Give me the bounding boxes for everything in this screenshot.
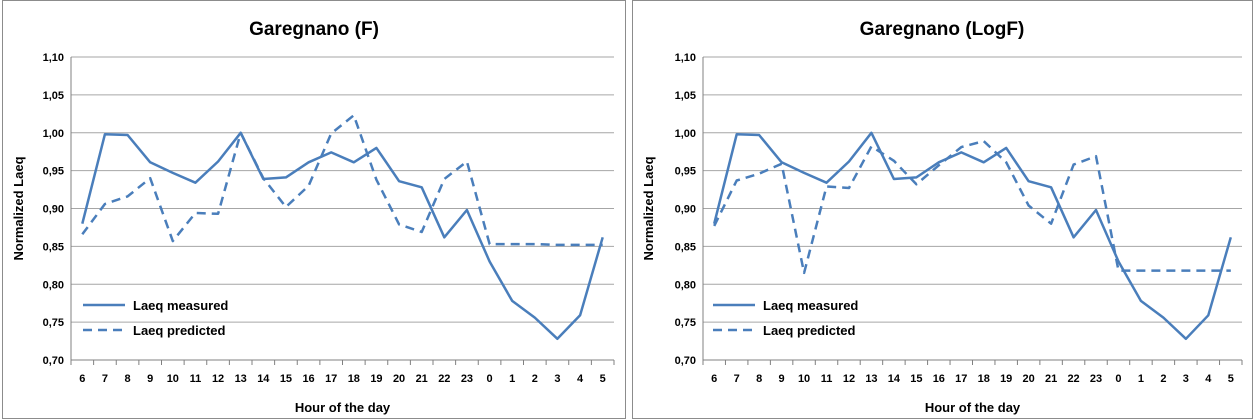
x-tick-label: 2 — [1160, 373, 1166, 385]
y-axis-label: Normalized Laeq — [641, 156, 656, 260]
x-tick-label: 4 — [577, 373, 584, 385]
x-tick-label: 21 — [416, 373, 428, 385]
x-tick-label: 4 — [1205, 373, 1212, 385]
series-line-predicted — [81, 114, 603, 247]
y-tick-label: 0,90 — [43, 204, 64, 216]
y-tick-label: 1,10 — [43, 52, 64, 64]
y-tick-label: 1,05 — [675, 90, 696, 102]
x-tick-label: 12 — [843, 373, 855, 385]
x-tick-label: 19 — [370, 373, 382, 385]
x-tick-label: 6 — [79, 373, 85, 385]
y-tick-label: 0,80 — [675, 279, 696, 291]
y-tick-label: 1,00 — [675, 128, 696, 140]
x-tick-label: 23 — [1090, 373, 1102, 385]
y-tick-label: 0,75 — [675, 317, 696, 329]
x-tick-label: 22 — [1067, 373, 1079, 385]
y-tick-label: 0,95 — [43, 166, 64, 178]
chart-panel-logf: Garegnano (LogF) 0,70 0,75 0,80 0,85 0,90 0,95… — [632, 0, 1253, 419]
series-line-measured — [81, 131, 604, 341]
chart-garegnano-logf: Garegnano (LogF) 0,70 0,75 0,80 0,85 0,90 0,95… — [641, 19, 1243, 415]
x-tick-label: 13 — [865, 373, 877, 385]
x-axis-label: Hour of the day — [295, 400, 391, 415]
y-tick-label: 0,70 — [43, 355, 64, 367]
x-tick-label: 1 — [509, 373, 515, 385]
x-tick-label: 9 — [779, 373, 785, 385]
x-tick-label: 7 — [102, 373, 108, 385]
y-tick-label: 0,95 — [675, 166, 696, 178]
x-tick-label: 21 — [1045, 373, 1057, 385]
y-tick-label: 1,10 — [675, 52, 696, 64]
x-tick-label: 17 — [955, 373, 967, 385]
x-tick-label: 3 — [554, 373, 560, 385]
y-tick-label: 0,80 — [43, 279, 64, 291]
x-tick-label: 10 — [798, 373, 810, 385]
x-tick-label: 11 — [190, 373, 202, 385]
y-tick-label: 0,85 — [675, 241, 696, 253]
x-tick-label: 18 — [978, 373, 990, 385]
x-tick-label: 8 — [756, 373, 762, 385]
y-tick-label: 1,00 — [43, 128, 64, 140]
x-tick-label: 14 — [257, 373, 270, 385]
x-tick-label: 6 — [711, 373, 717, 385]
x-tick-label: 5 — [1228, 373, 1234, 385]
x-tick-label: 13 — [235, 373, 247, 385]
x-tick-label: 17 — [325, 373, 337, 385]
x-tick-label: 11 — [821, 373, 833, 385]
chart-garegnano-f: Garegnano (F) 0,70 0,75 0,80 0,85 0,90 0,95 1,0… — [11, 19, 615, 415]
series-line-predicted — [713, 139, 1231, 275]
x-tick-label: 0 — [487, 373, 493, 385]
chart-title: Garegnano (F) — [249, 19, 379, 40]
chart-title: Garegnano (LogF) — [860, 19, 1025, 40]
x-tick-label: 9 — [147, 373, 153, 385]
x-tick-label: 16 — [302, 373, 314, 385]
x-tick-label: 0 — [1115, 373, 1121, 385]
y-axis-label: Normalized Laeq — [11, 156, 26, 260]
x-tick-label: 15 — [280, 373, 292, 385]
legend-label: Laeq measured — [763, 298, 858, 313]
x-tick-label: 20 — [1023, 373, 1035, 385]
series-line-measured — [712, 131, 1233, 341]
chart-panel-f: Garegnano (F) 0,70 0,75 0,80 0,85 0,90 0,95 1,0… — [2, 0, 626, 419]
x-tick-label: 14 — [888, 373, 901, 385]
legend-label: Laeq predicted — [133, 323, 226, 338]
x-tick-label: 16 — [933, 373, 945, 385]
y-tick-label: 0,70 — [675, 355, 696, 367]
x-tick-label: 19 — [1000, 373, 1012, 385]
x-tick-label: 20 — [393, 373, 405, 385]
y-tick-label: 0,85 — [43, 241, 64, 253]
x-tick-label: 3 — [1183, 373, 1189, 385]
x-tick-label: 22 — [438, 373, 450, 385]
legend-label: Laeq measured — [133, 298, 228, 313]
x-tick-label: 1 — [1138, 373, 1144, 385]
x-tick-label: 8 — [125, 373, 131, 385]
x-tick-label: 23 — [461, 373, 473, 385]
y-tick-label: 1,05 — [43, 90, 64, 102]
x-tick-label: 5 — [600, 373, 606, 385]
x-tick-label: 15 — [910, 373, 922, 385]
x-axis-label: Hour of the day — [925, 400, 1021, 415]
x-tick-label: 18 — [348, 373, 360, 385]
x-tick-label: 12 — [212, 373, 224, 385]
x-tick-label: 7 — [734, 373, 740, 385]
legend-label: Laeq predicted — [763, 323, 856, 338]
y-tick-label: 0,90 — [675, 204, 696, 216]
y-tick-label: 0,75 — [43, 317, 64, 329]
x-tick-label: 10 — [167, 373, 179, 385]
x-tick-label: 2 — [532, 373, 538, 385]
